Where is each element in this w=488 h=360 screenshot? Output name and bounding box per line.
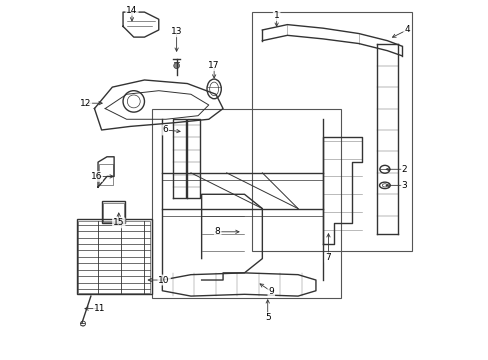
- Text: 9: 9: [268, 287, 274, 296]
- Text: 16: 16: [90, 172, 102, 181]
- Bar: [99, 164, 113, 185]
- Text: 4: 4: [404, 26, 409, 35]
- Text: 14: 14: [126, 6, 138, 15]
- Bar: [77, 219, 151, 294]
- Text: 10: 10: [158, 275, 169, 284]
- Text: 7: 7: [325, 253, 331, 262]
- Text: 17: 17: [208, 61, 220, 70]
- Text: 12: 12: [80, 99, 91, 108]
- Text: 5: 5: [264, 313, 270, 322]
- Text: 2: 2: [401, 165, 407, 174]
- Bar: [102, 202, 124, 223]
- Text: 3: 3: [401, 181, 407, 190]
- Bar: [78, 221, 149, 293]
- Bar: [102, 203, 123, 222]
- Text: 8: 8: [214, 227, 220, 236]
- Text: 6: 6: [162, 126, 168, 135]
- Circle shape: [173, 63, 179, 68]
- Text: 1: 1: [273, 11, 279, 20]
- Text: 13: 13: [170, 27, 182, 36]
- Text: 11: 11: [94, 304, 105, 313]
- Text: 15: 15: [113, 219, 124, 228]
